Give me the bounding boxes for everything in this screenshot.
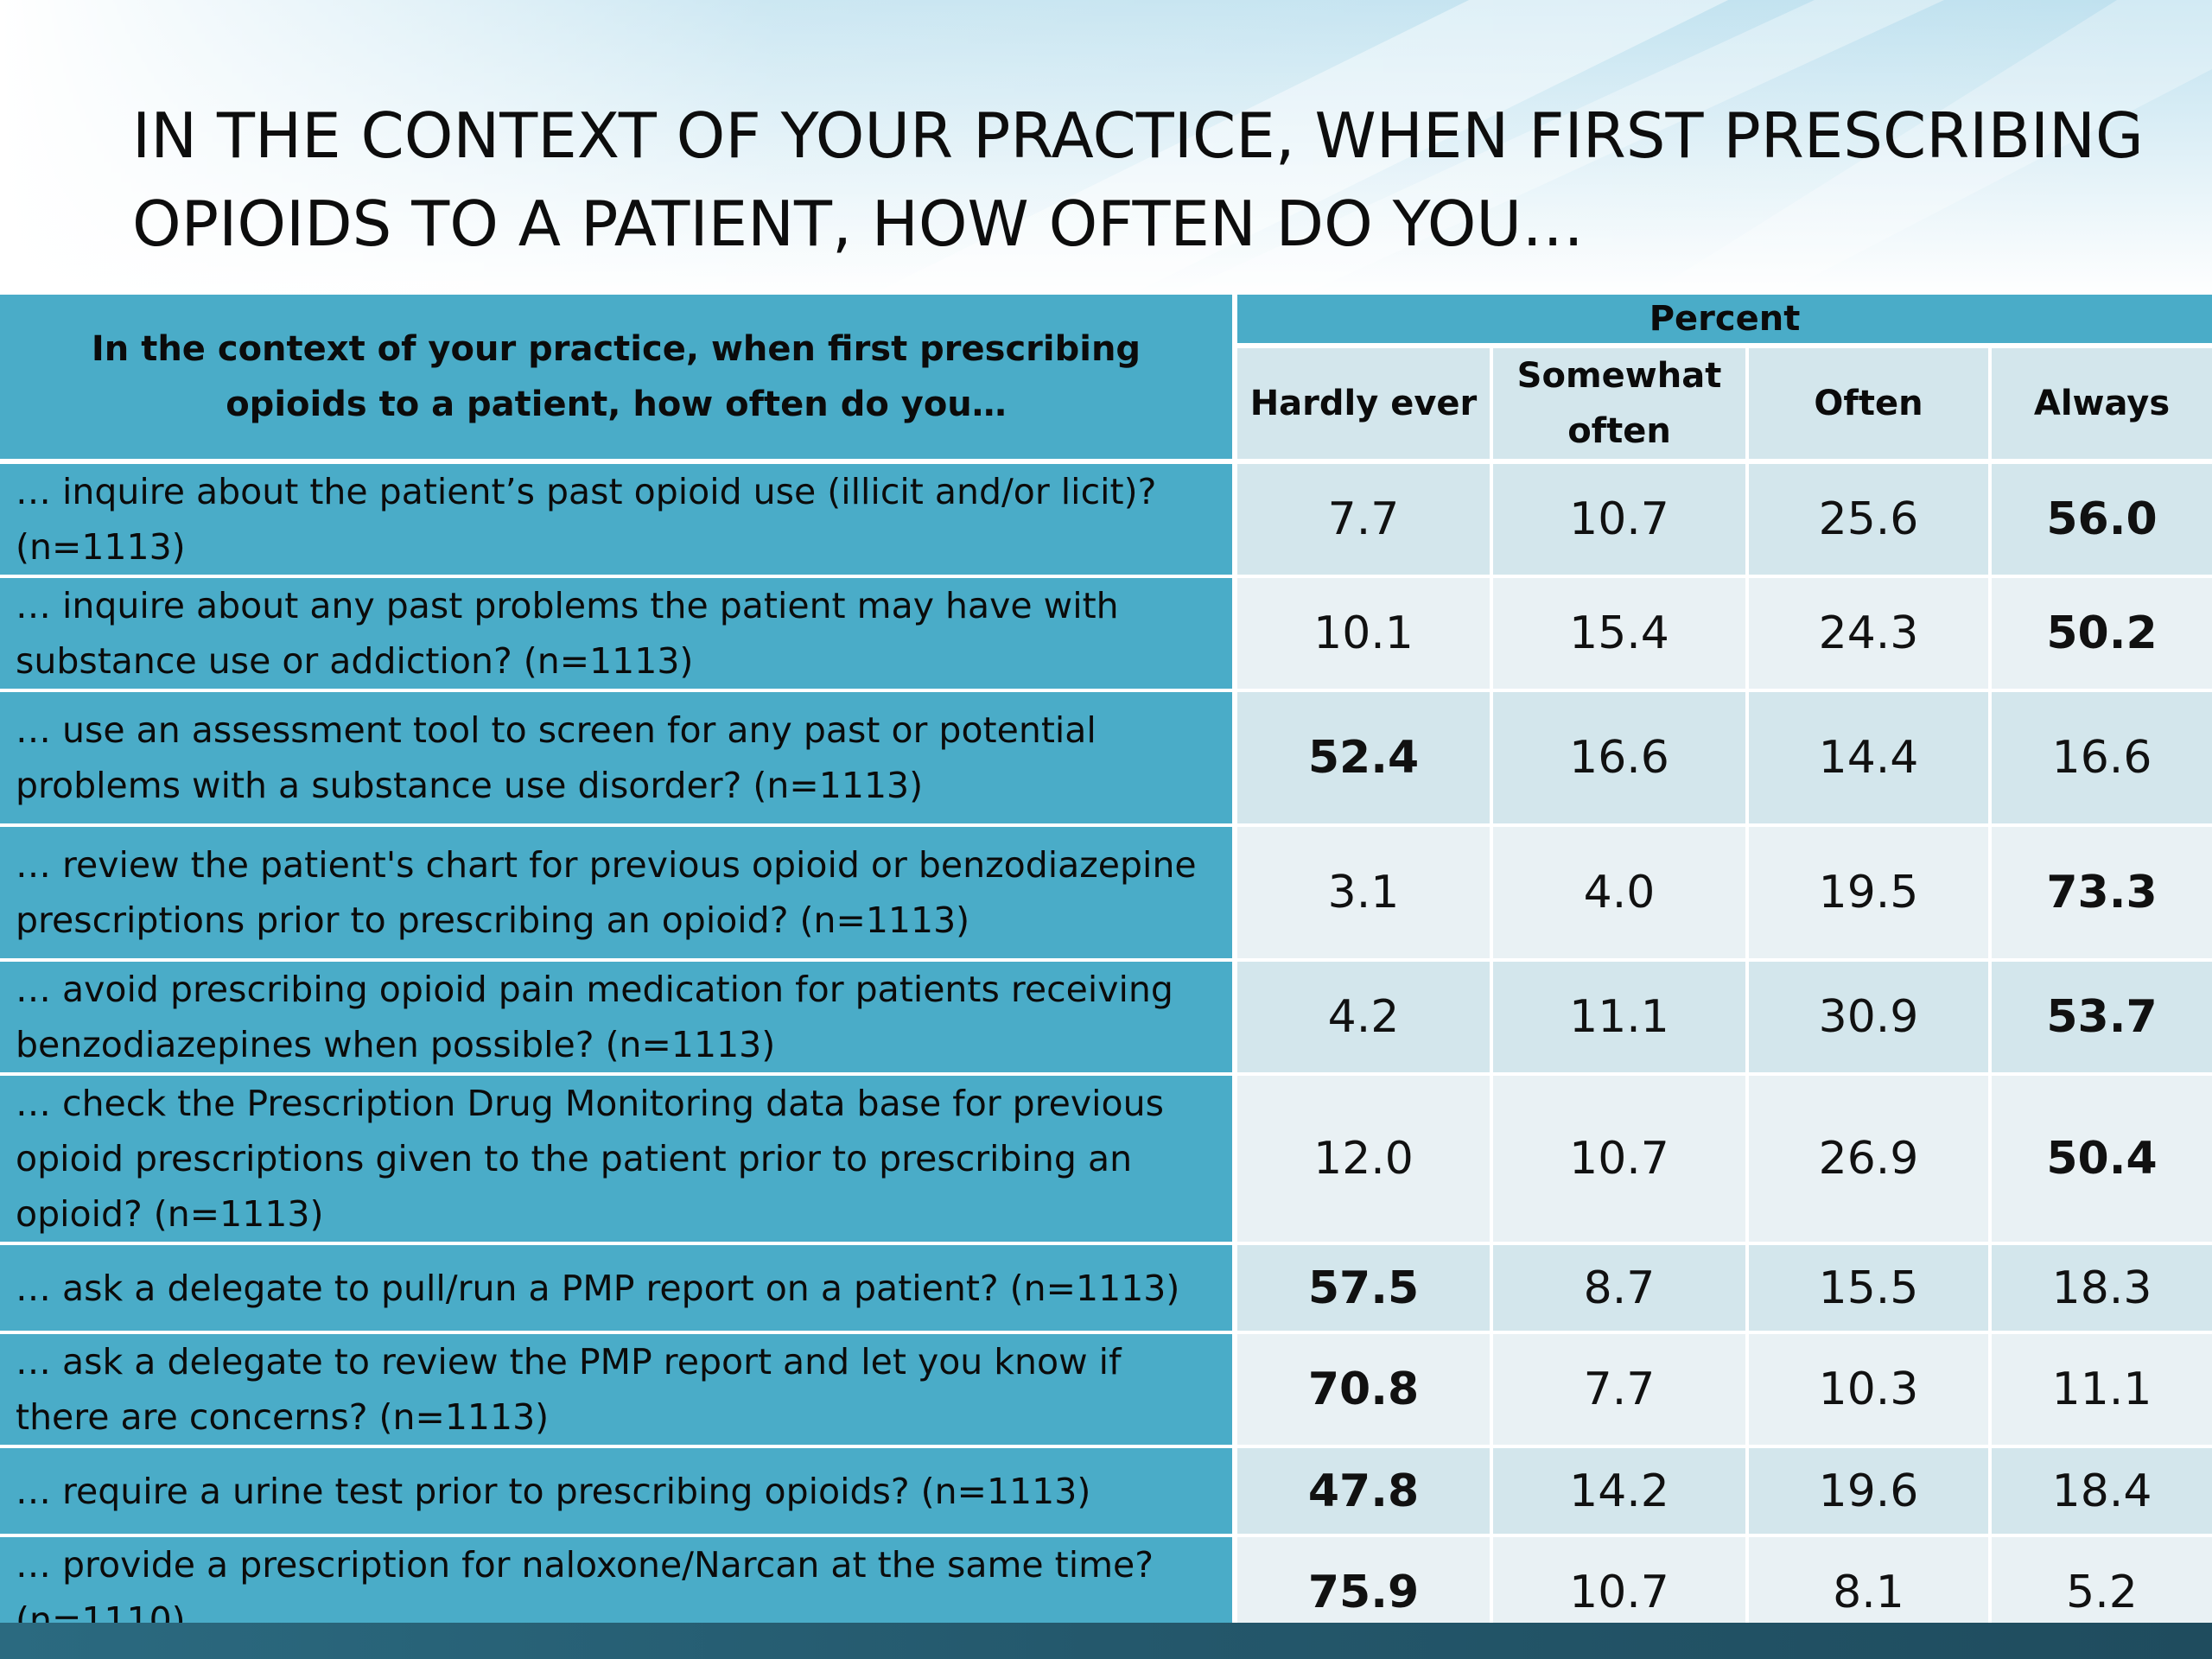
cell-somewhat-often: 4.0 <box>1493 827 1749 962</box>
cell-somewhat-often: 14.2 <box>1493 1448 1749 1537</box>
row-question: … review the patient's chart for previou… <box>0 827 1237 962</box>
cell-hardly-ever: 47.8 <box>1237 1448 1493 1537</box>
cell-hardly-ever: 7.7 <box>1237 464 1493 578</box>
cell-always: 50.4 <box>1992 1076 2212 1245</box>
cell-somewhat-often: 10.7 <box>1493 1076 1749 1245</box>
table-row: … review the patient's chart for previou… <box>0 827 2212 962</box>
cell-hardly-ever: 52.4 <box>1237 692 1493 827</box>
cell-often: 15.5 <box>1749 1245 1992 1334</box>
cell-often: 19.5 <box>1749 827 1992 962</box>
table-row: … use an assessment tool to screen for a… <box>0 692 2212 827</box>
column-header-somewhat-often: Somewhat often <box>1493 348 1749 464</box>
survey-table: In the context of your practice, when fi… <box>0 295 2212 1651</box>
row-question: … ask a delegate to pull/run a PMP repor… <box>0 1245 1237 1334</box>
cell-somewhat-often: 8.7 <box>1493 1245 1749 1334</box>
cell-somewhat-often: 10.7 <box>1493 464 1749 578</box>
question-column-header: In the context of your practice, when fi… <box>0 295 1237 464</box>
cell-always: 53.7 <box>1992 962 2212 1076</box>
cell-often: 30.9 <box>1749 962 1992 1076</box>
cell-always: 11.1 <box>1992 1334 2212 1448</box>
cell-somewhat-often: 15.4 <box>1493 578 1749 692</box>
row-question: … avoid prescribing opioid pain medicati… <box>0 962 1237 1076</box>
cell-often: 25.6 <box>1749 464 1992 578</box>
cell-always: 18.4 <box>1992 1448 2212 1537</box>
cell-somewhat-often: 11.1 <box>1493 962 1749 1076</box>
cell-hardly-ever: 4.2 <box>1237 962 1493 1076</box>
cell-often: 19.6 <box>1749 1448 1992 1537</box>
table-row: … inquire about the patient’s past opioi… <box>0 464 2212 578</box>
cell-always: 16.6 <box>1992 692 2212 827</box>
row-question: … check the Prescription Drug Monitoring… <box>0 1076 1237 1245</box>
column-header-always: Always <box>1992 348 2212 464</box>
table-row: … inquire about any past problems the pa… <box>0 578 2212 692</box>
column-header-often: Often <box>1749 348 1992 464</box>
table-row: … avoid prescribing opioid pain medicati… <box>0 962 2212 1076</box>
cell-always: 50.2 <box>1992 578 2212 692</box>
cell-hardly-ever: 10.1 <box>1237 578 1493 692</box>
footer-bar <box>0 1623 2212 1659</box>
slide-title: IN THE CONTEXT OF YOUR PRACTICE, WHEN FI… <box>132 92 2144 268</box>
cell-often: 26.9 <box>1749 1076 1992 1245</box>
row-question: … inquire about any past problems the pa… <box>0 578 1237 692</box>
table-row: … ask a delegate to review the PMP repor… <box>0 1334 2212 1448</box>
cell-hardly-ever: 12.0 <box>1237 1076 1493 1245</box>
cell-often: 14.4 <box>1749 692 1992 827</box>
cell-hardly-ever: 57.5 <box>1237 1245 1493 1334</box>
table-row: … check the Prescription Drug Monitoring… <box>0 1076 2212 1245</box>
row-question: … ask a delegate to review the PMP repor… <box>0 1334 1237 1448</box>
cell-always: 18.3 <box>1992 1245 2212 1334</box>
percent-group-header: Percent <box>1237 295 2212 348</box>
slide-title-line-2: OPIOIDS TO A PATIENT, HOW OFTEN DO YOU… <box>132 188 1585 260</box>
row-question: … require a urine test prior to prescrib… <box>0 1448 1237 1537</box>
cell-always: 56.0 <box>1992 464 2212 578</box>
table-row: … require a urine test prior to prescrib… <box>0 1448 2212 1537</box>
cell-somewhat-often: 7.7 <box>1493 1334 1749 1448</box>
row-question: … use an assessment tool to screen for a… <box>0 692 1237 827</box>
slide-title-line-1: IN THE CONTEXT OF YOUR PRACTICE, WHEN FI… <box>132 99 2144 172</box>
table-row: … ask a delegate to pull/run a PMP repor… <box>0 1245 2212 1334</box>
cell-hardly-ever: 3.1 <box>1237 827 1493 962</box>
cell-hardly-ever: 70.8 <box>1237 1334 1493 1448</box>
cell-often: 24.3 <box>1749 578 1992 692</box>
cell-somewhat-often: 16.6 <box>1493 692 1749 827</box>
cell-often: 10.3 <box>1749 1334 1992 1448</box>
cell-always: 73.3 <box>1992 827 2212 962</box>
row-question: … inquire about the patient’s past opioi… <box>0 464 1237 578</box>
column-header-hardly-ever: Hardly ever <box>1237 348 1493 464</box>
